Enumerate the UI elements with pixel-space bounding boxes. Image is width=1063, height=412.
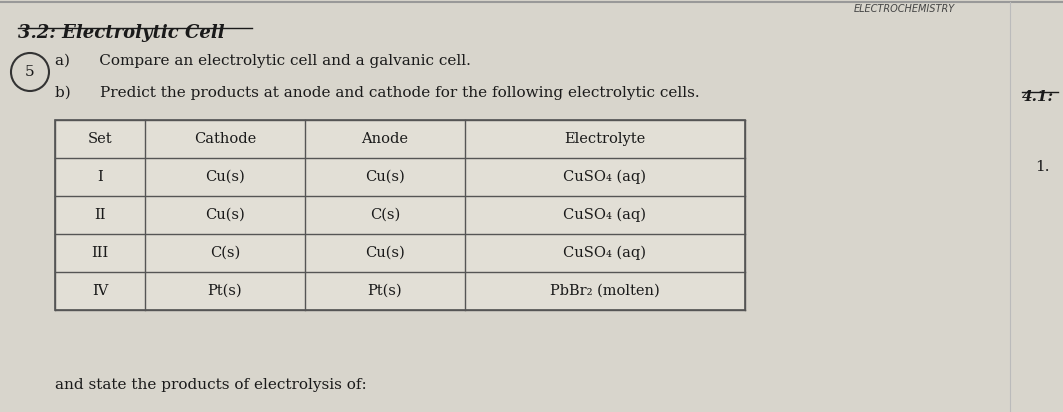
Text: Cu(s): Cu(s) [365, 170, 405, 184]
Text: Set: Set [87, 132, 113, 146]
Text: Anode: Anode [361, 132, 408, 146]
Text: C(s): C(s) [209, 246, 240, 260]
Text: ELECTROCHEMISTRY: ELECTROCHEMISTRY [854, 4, 955, 14]
FancyBboxPatch shape [55, 120, 745, 310]
Text: IV: IV [91, 284, 108, 298]
Text: 3.2: Electrolytic Cell: 3.2: Electrolytic Cell [18, 24, 224, 42]
Text: CuSO₄ (aq): CuSO₄ (aq) [563, 208, 646, 222]
Text: 5: 5 [26, 65, 35, 79]
Text: I: I [97, 170, 103, 184]
Text: Pt(s): Pt(s) [368, 284, 402, 298]
Text: Cu(s): Cu(s) [205, 208, 244, 222]
Text: Cu(s): Cu(s) [205, 170, 244, 184]
Text: 4.1:: 4.1: [1022, 90, 1053, 104]
Text: II: II [95, 208, 105, 222]
Text: and state the products of electrolysis of:: and state the products of electrolysis o… [55, 378, 367, 392]
Text: Cathode: Cathode [193, 132, 256, 146]
Text: a)      Compare an electrolytic cell and a galvanic cell.: a) Compare an electrolytic cell and a ga… [55, 54, 471, 68]
Text: 1.: 1. [1034, 160, 1049, 174]
Text: Cu(s): Cu(s) [365, 246, 405, 260]
Text: C(s): C(s) [370, 208, 400, 222]
Text: PbBr₂ (molten): PbBr₂ (molten) [550, 284, 660, 298]
Text: Pt(s): Pt(s) [207, 284, 242, 298]
Text: CuSO₄ (aq): CuSO₄ (aq) [563, 170, 646, 184]
Text: b)      Predict the products at anode and cathode for the following electrolytic: b) Predict the products at anode and cat… [55, 86, 699, 101]
Text: Electrolyte: Electrolyte [564, 132, 645, 146]
Text: CuSO₄ (aq): CuSO₄ (aq) [563, 246, 646, 260]
Text: III: III [91, 246, 108, 260]
